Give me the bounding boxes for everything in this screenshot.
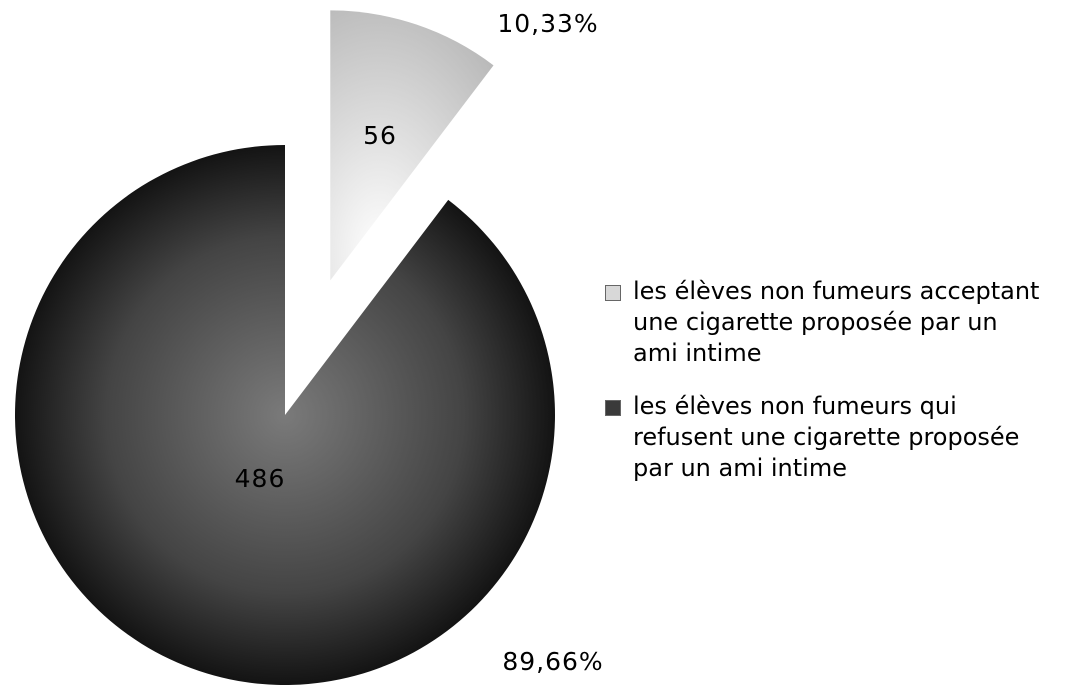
legend-item: les élèves non fumeurs qui refusent une … [605,391,1045,484]
legend-item: les élèves non fumeurs acceptant une cig… [605,276,1045,369]
slice-value-label: 56 [363,121,397,150]
legend: les élèves non fumeurs acceptant une cig… [605,276,1045,506]
legend-label: les élèves non fumeurs qui refusent une … [633,392,1020,482]
slice-value-label: 486 [235,464,286,493]
pie-slice [14,145,555,685]
slice-percent-label: 89,66% [502,647,603,676]
legend-swatch [605,285,621,301]
legend-swatch [605,400,621,416]
legend-label: les élèves non fumeurs acceptant une cig… [633,277,1040,367]
slice-percent-label: 10,33% [497,9,598,38]
pie-slice [330,10,494,281]
